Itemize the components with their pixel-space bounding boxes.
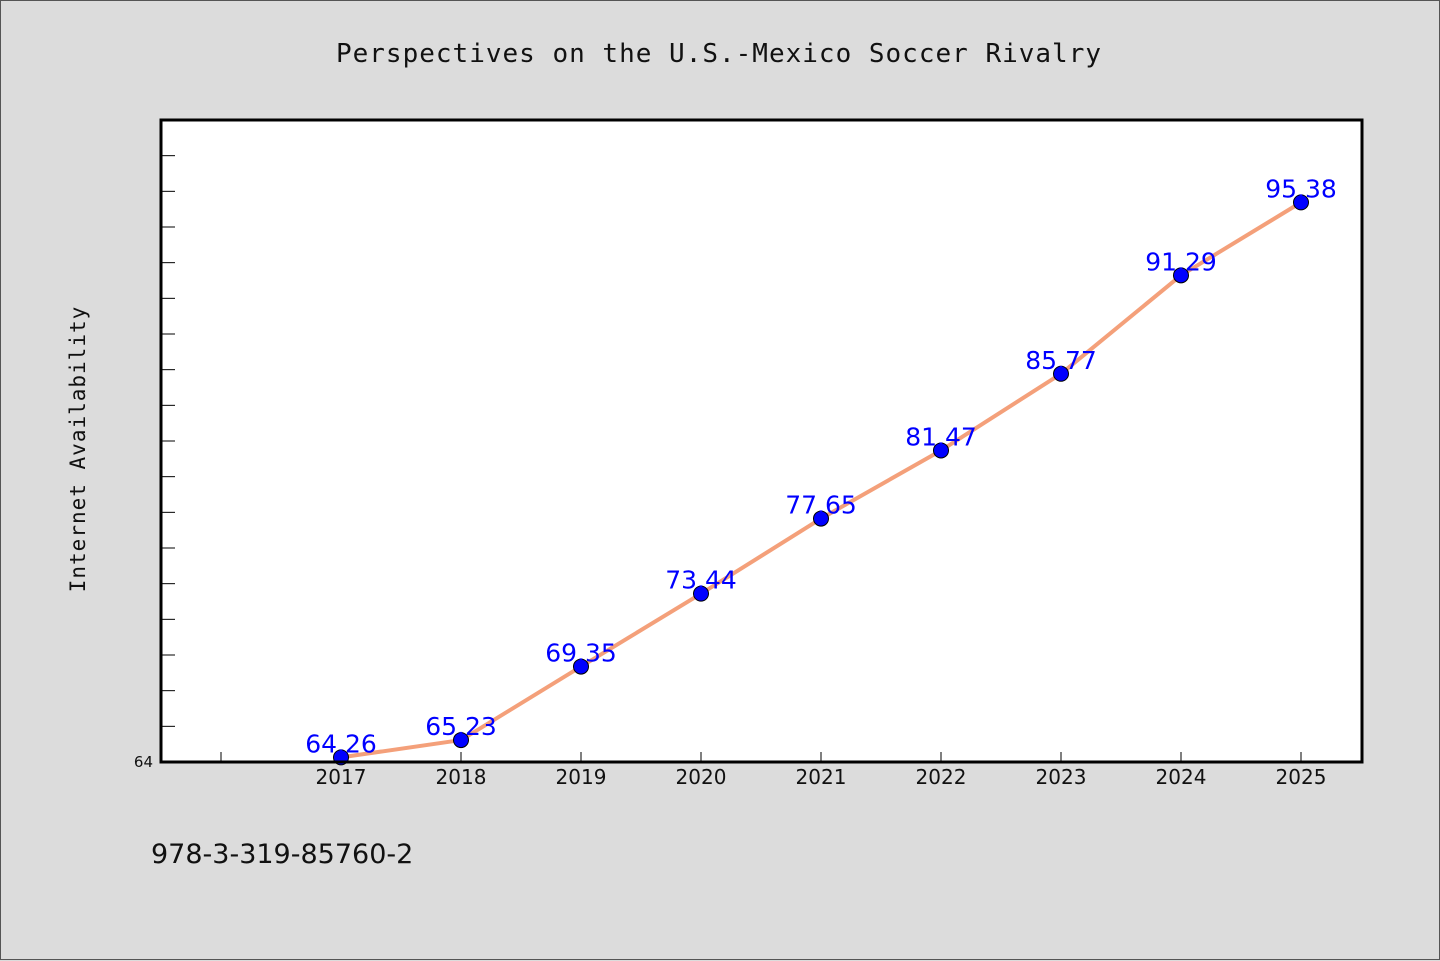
data-point	[453, 732, 469, 749]
x-tick-label: 2022	[916, 765, 967, 789]
data-point	[693, 585, 709, 602]
data-labels: 64.26 65.23 69.35 73.44 77.65 81.47 85.77 91.29…	[305, 174, 1337, 758]
y-tick-label: 64	[134, 753, 153, 771]
footer-isbn: 978-3-319-85760-2	[151, 839, 413, 870]
x-tick-label: 2018	[436, 765, 487, 789]
data-label: 91.29	[1145, 247, 1217, 276]
data-label: 95.38	[1265, 174, 1337, 203]
data-label: 81.47	[905, 422, 977, 451]
data-label: 65.23	[425, 712, 497, 741]
plot-area	[161, 120, 1362, 762]
data-label: 69.35	[545, 639, 617, 668]
x-tick-label: 2025	[1276, 765, 1327, 789]
chart-title: Perspectives on the U.S.-Mexico Soccer R…	[336, 39, 1102, 69]
x-tick-label: 2017	[316, 765, 367, 789]
x-tick-label: 2021	[796, 765, 847, 789]
data-label: 85.77	[1025, 346, 1097, 375]
x-tick-label: 2024	[1156, 765, 1207, 789]
y-axis-label: Internet Availability	[66, 306, 90, 593]
data-label: 64.26	[305, 729, 377, 758]
x-tick-label: 2023	[1036, 765, 1087, 789]
x-tick-label: 2020	[676, 765, 727, 789]
data-point	[1053, 365, 1069, 382]
x-tick-label: 2019	[556, 765, 607, 789]
y-axis-ticks	[161, 155, 175, 727]
data-point	[573, 658, 589, 675]
data-label: 77.65	[785, 491, 857, 520]
x-axis-tick-labels: 2017 2018 2019 2020 2021 2022 2023 2024 2025	[316, 765, 1327, 789]
series-markers	[333, 194, 1309, 766]
data-point	[813, 510, 829, 527]
data-point	[1173, 267, 1189, 284]
data-point	[1293, 194, 1309, 211]
data-point	[933, 442, 949, 459]
plot-frame	[159, 118, 1364, 764]
data-label: 73.44	[665, 566, 737, 595]
